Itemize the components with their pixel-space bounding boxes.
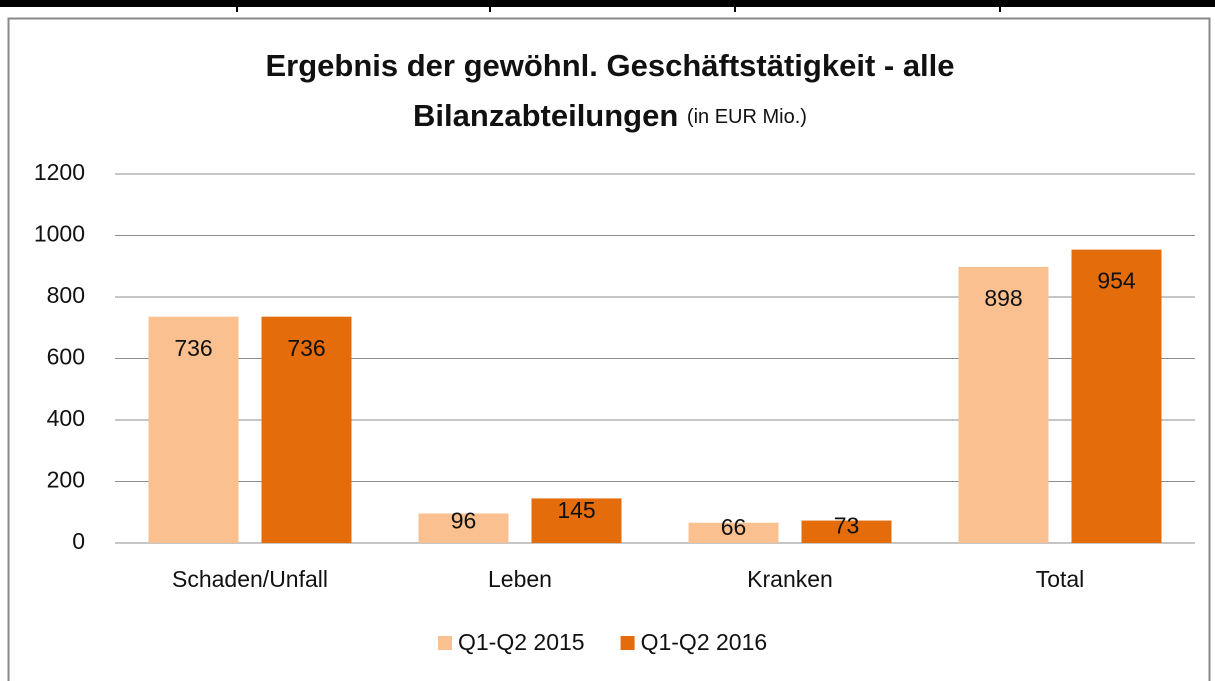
bar — [1071, 249, 1162, 543]
chart-title: Bilanzabteilungen (in EUR Mio.) — [413, 98, 807, 133]
legend-swatch — [438, 636, 452, 650]
y-tick-label: 800 — [47, 282, 85, 308]
x-tick-label: Total — [1036, 566, 1085, 592]
bar — [958, 266, 1049, 543]
y-tick-label: 0 — [72, 528, 85, 554]
data-label: 736 — [174, 335, 212, 361]
bar — [688, 522, 779, 543]
bar — [261, 316, 352, 543]
y-tick-label: 400 — [47, 405, 85, 431]
x-tick-label: Kranken — [747, 566, 833, 592]
bar — [148, 316, 239, 543]
bar — [801, 520, 892, 543]
legend-label: Q1-Q2 2016 — [641, 629, 768, 655]
x-tick-label: Schaden/Unfall — [172, 566, 328, 592]
legend-swatch — [620, 636, 635, 650]
y-tick-label: 200 — [47, 467, 85, 493]
data-label: 954 — [1097, 268, 1136, 294]
table-cell-dividers — [236, 0, 1001, 12]
data-label: 145 — [557, 497, 595, 523]
data-label: 73 — [834, 512, 860, 538]
chart-title-line: Bilanzabteilungen — [413, 98, 678, 133]
chart-subtitle: (in EUR Mio.) — [687, 106, 807, 128]
bar — [531, 498, 622, 543]
chart-title: Ergebnis der gewöhnl. Geschäftstätigkeit… — [265, 48, 954, 83]
data-label: 736 — [287, 335, 325, 361]
y-tick-label: 1000 — [34, 221, 85, 247]
legend-label: Q1-Q2 2015 — [458, 629, 585, 655]
data-label: 898 — [984, 285, 1022, 311]
y-tick-label: 1200 — [34, 159, 85, 185]
table-border — [0, 0, 1215, 7]
data-label: 96 — [451, 507, 477, 533]
x-tick-label: Leben — [488, 566, 552, 592]
y-tick-label: 600 — [47, 344, 85, 370]
data-label: 66 — [721, 514, 747, 540]
bar — [418, 513, 509, 543]
